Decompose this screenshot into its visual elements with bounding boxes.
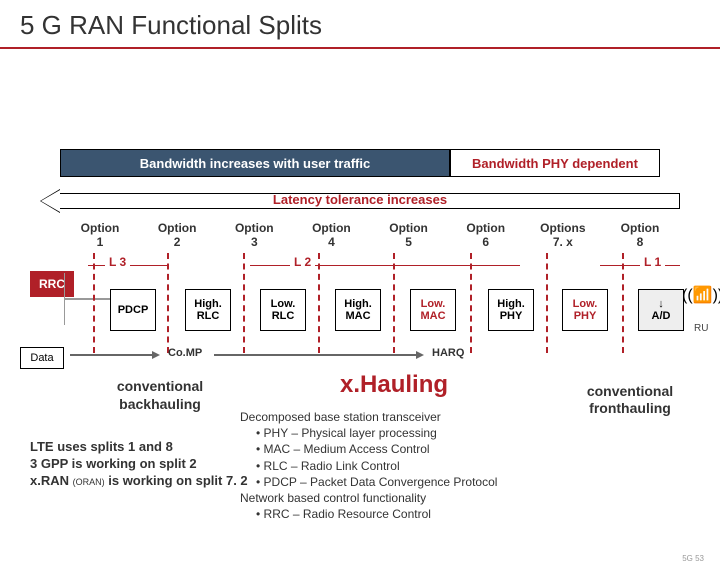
option-label: Option5 [379, 221, 439, 250]
conv-backhaul: conventionalbackhauling [30, 377, 290, 413]
decomp-bullet: RLC – Radio Link Control [256, 458, 640, 474]
harq-label: HARQ [432, 347, 464, 359]
option-label: Option6 [456, 221, 516, 250]
decomp-title1: Decomposed base station transceiver [240, 409, 640, 425]
bandwidth-bar: Bandwidth increases with user traffic Ba… [60, 149, 660, 177]
l1-label: L 1 [640, 255, 665, 269]
option-label: Option1 [70, 221, 130, 250]
split-dash [167, 253, 169, 353]
split-dash [546, 253, 548, 353]
xhauling-title: x.Hauling [340, 371, 448, 399]
l2-label: L 2 [290, 255, 315, 269]
decomp-bullet: PHY – Physical layer processing [256, 425, 640, 441]
latency-arrow: Latency tolerance increases [40, 189, 680, 213]
split-dash [393, 253, 395, 353]
diagram-canvas: Bandwidth increases with user traffic Ba… [0, 89, 720, 569]
func-box: Low.MAC [410, 289, 456, 331]
data-box: Data [20, 347, 64, 369]
decomp-bullet: RRC – Radio Resource Control [256, 506, 640, 522]
antenna-icon: ((📶)) [682, 285, 720, 305]
func-box: High.RLC [185, 289, 231, 331]
options-row: Option1 Option2 Option3 Option4 Option5 Optio… [70, 221, 670, 250]
ru-label: RU [694, 323, 708, 334]
func-box: Low.RLC [260, 289, 306, 331]
decomp-bullet: MAC – Medium Access Control [256, 441, 640, 457]
bandwidth-right: Bandwidth PHY dependent [450, 149, 660, 177]
option-label: Options7. x [533, 221, 593, 250]
function-row: PDCP High.RLC Low.RLC High.MAC Low.MAC High.P… [0, 289, 720, 331]
split-dash [93, 253, 95, 353]
flow-row: Co.MP HARQ [70, 347, 690, 367]
latency-label: Latency tolerance increases [40, 192, 680, 207]
split-dash [622, 253, 624, 353]
option-label: Option4 [301, 221, 361, 250]
split-dash [470, 253, 472, 353]
func-box: PDCP [110, 289, 156, 331]
l3-label: L 3 [105, 255, 130, 269]
func-box: Low.PHY [562, 289, 608, 331]
slide-title: 5 G RAN Functional Splits [0, 0, 720, 49]
bandwidth-left: Bandwidth increases with user traffic [60, 149, 450, 177]
decomposition-notes: Decomposed base station transceiver PHY … [240, 409, 640, 522]
slide-footer: 5G 53 [682, 554, 704, 563]
comp-label: Co.MP [168, 347, 202, 359]
split-dash [318, 253, 320, 353]
option-label: Option2 [147, 221, 207, 250]
decomp-title2: Network based control functionality [240, 490, 640, 506]
func-box: High.MAC [335, 289, 381, 331]
option-label: Option8 [610, 221, 670, 250]
func-box: ↓A/D [638, 289, 684, 331]
option-label: Option3 [224, 221, 284, 250]
split-dash [243, 253, 245, 353]
decomp-bullet: PDCP – Packet Data Convergence Protocol [256, 474, 640, 490]
func-box: High.PHY [488, 289, 534, 331]
